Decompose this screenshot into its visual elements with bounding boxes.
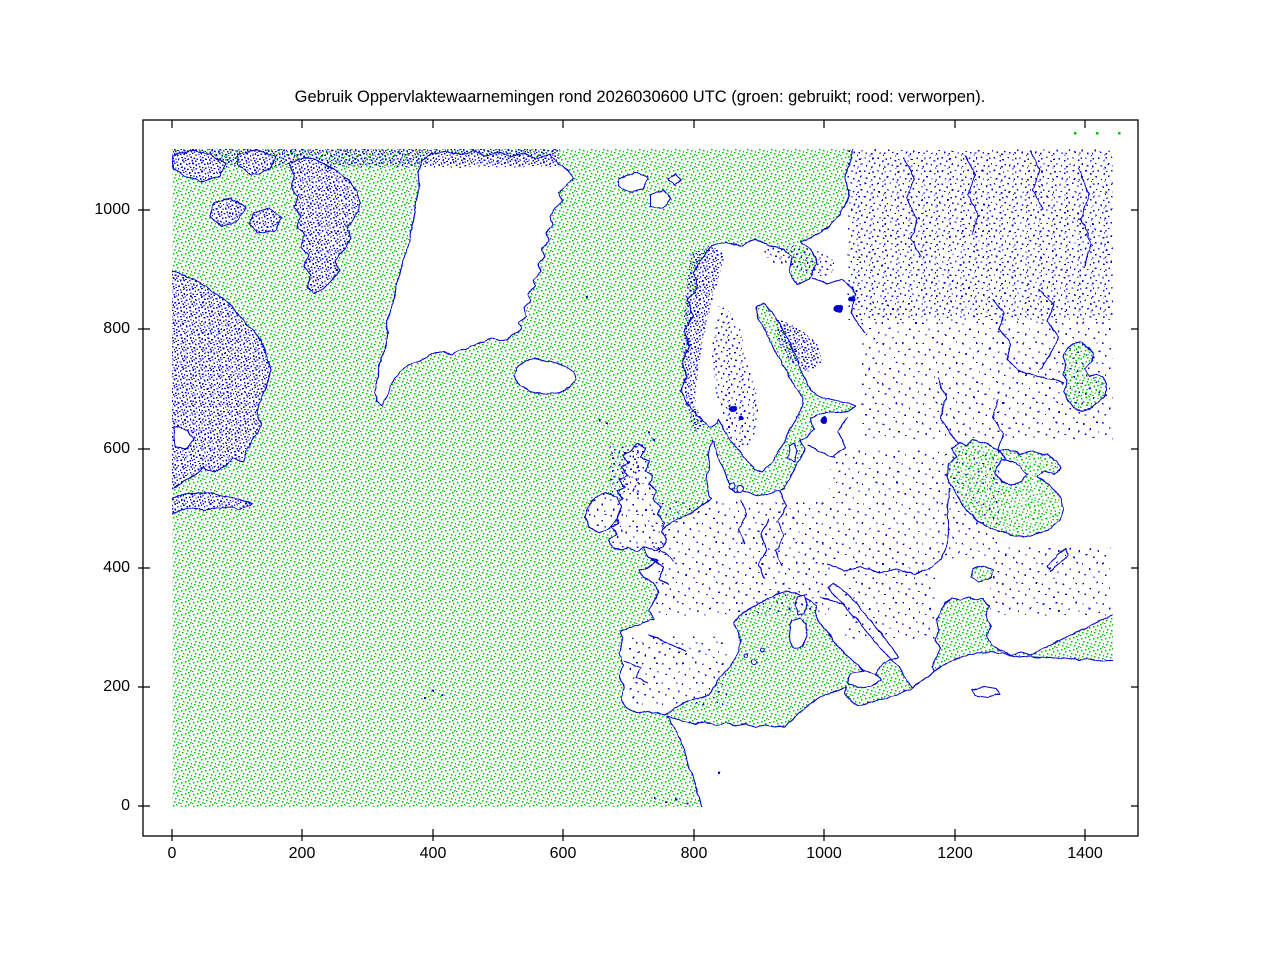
legend-markers (1074, 132, 1121, 135)
ireland-island (584, 492, 622, 534)
svalbard-islands (617, 171, 682, 209)
y-tick-label: 600 (103, 440, 130, 457)
y-tick-label: 400 (103, 559, 130, 576)
y-tick-label: 0 (121, 797, 130, 814)
crete-island (971, 686, 1001, 698)
small-ocean-islands (424, 296, 721, 804)
y-tick-label: 1000 (94, 201, 130, 218)
y-tick-label: 200 (103, 678, 130, 695)
legend-marker-dot (1074, 132, 1077, 135)
gotland-island (787, 442, 799, 462)
sicily-island (847, 670, 882, 689)
legend-marker-dot (1118, 132, 1121, 135)
y-tick-label: 800 (103, 320, 130, 337)
plot-margin-masks (144, 121, 1138, 835)
map-land-group (167, 145, 1126, 813)
balearic-island (759, 647, 765, 653)
danish-island (736, 485, 744, 493)
africa-landmass (666, 651, 1126, 813)
x-tick-label: 1200 (937, 845, 973, 862)
sardinia-island (788, 617, 808, 650)
land-speckle-overlays (168, 147, 1118, 706)
iceland-island (513, 358, 577, 396)
x-tick-label: 1000 (806, 845, 842, 862)
balearic-island (743, 653, 749, 659)
newfoundland-island (173, 425, 194, 450)
x-tick-label: 600 (549, 845, 577, 862)
st-lawrence-shore (167, 491, 253, 515)
balearic-island (751, 659, 757, 665)
legend-marker-dot (1096, 132, 1099, 135)
axis-tick-marks (138, 120, 1138, 841)
x-tick-label: 200 (288, 845, 316, 862)
plot-border (142, 119, 1139, 837)
danish-island (728, 482, 736, 490)
greenland-landmass (374, 150, 574, 407)
x-tick-label: 1400 (1067, 845, 1103, 862)
x-tick-label: 400 (419, 845, 447, 862)
baffin-island (288, 156, 362, 295)
x-tick-label: 0 (167, 845, 177, 862)
labrador-landmass (167, 269, 272, 491)
arctic-islands (171, 149, 283, 234)
chart-title: Gebruik Oppervlaktewaarnemingen rond 202… (294, 88, 986, 106)
x-tick-label: 800 (680, 845, 708, 862)
